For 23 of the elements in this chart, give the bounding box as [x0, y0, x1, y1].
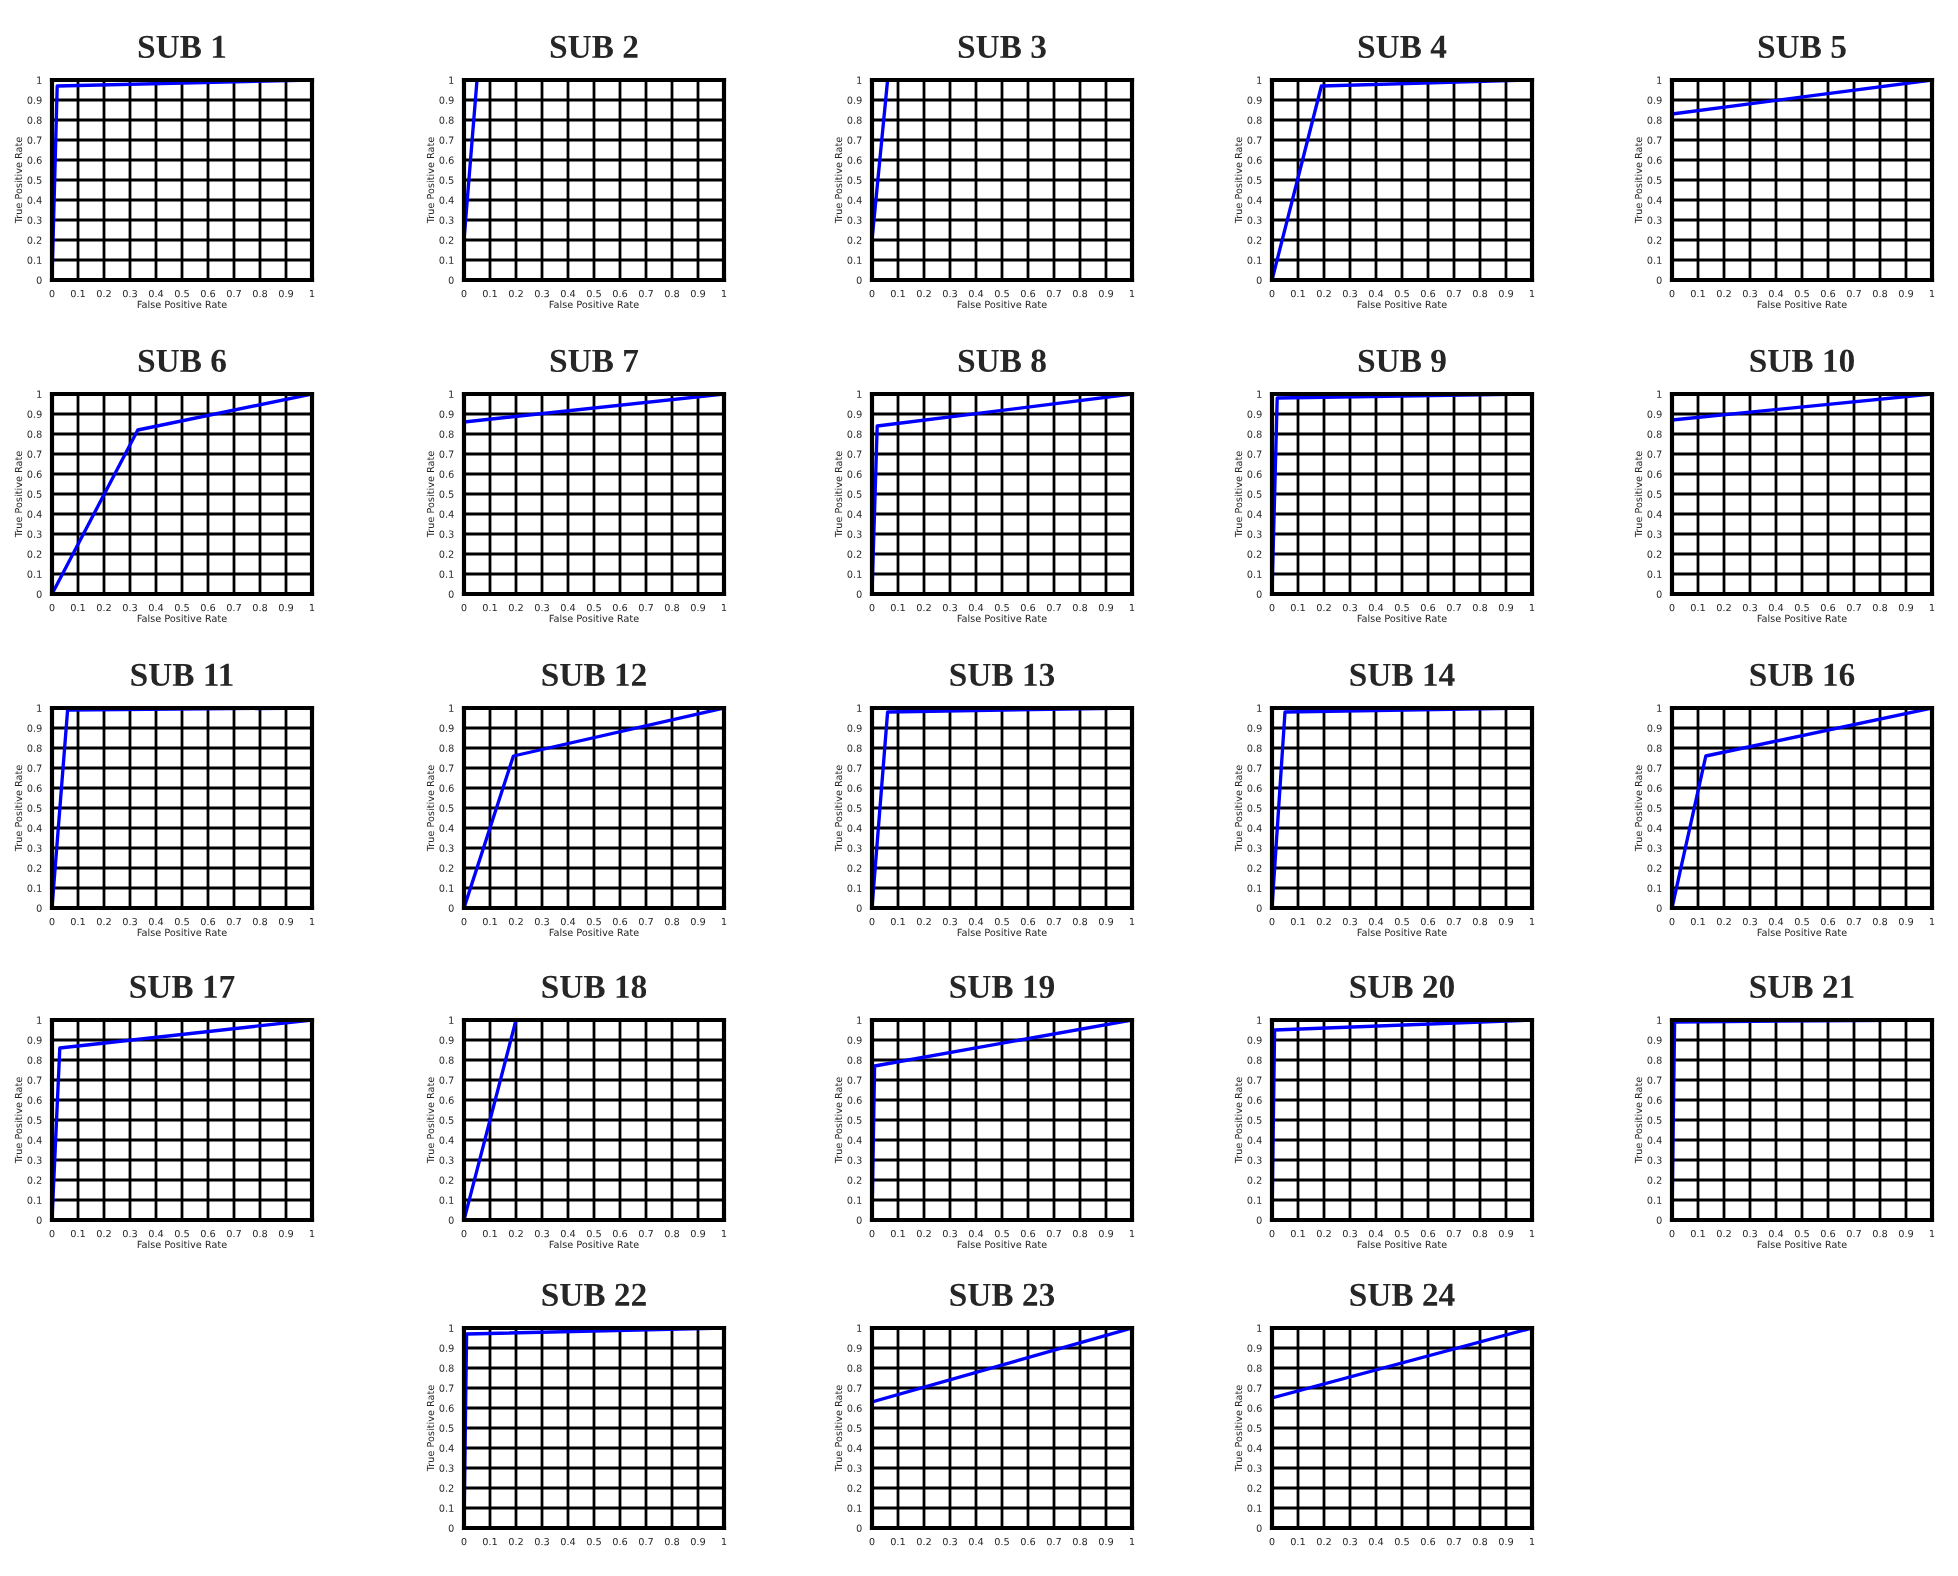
chart-title: SUB 14	[1350, 663, 1455, 687]
chart-title: SUB 23	[950, 1283, 1055, 1307]
chart-title: SUB 3	[958, 35, 1046, 59]
chart-title: SUB 11	[131, 663, 233, 687]
chart-title: SUB 17	[130, 975, 235, 999]
chart-title: SUB 12	[542, 663, 646, 687]
chart-title: SUB 6	[138, 349, 226, 373]
chart-title: SUB 2	[550, 35, 638, 59]
chart-title: SUB 22	[542, 1283, 646, 1307]
chart-title: SUB 7	[550, 349, 639, 373]
chart-title: SUB 10	[1750, 349, 1854, 373]
chart-title: SUB 1	[138, 35, 226, 59]
chart-title: SUB 9	[1358, 349, 1446, 373]
chart-title: SUB 18	[542, 975, 647, 999]
chart-title: SUB 24	[1350, 1283, 1455, 1307]
chart-title: SUB 21	[1750, 975, 1854, 999]
chart-title: SUB 8	[958, 349, 1046, 373]
chart-title: SUB 16	[1750, 663, 1855, 687]
chart-title: SUB 4	[1358, 35, 1447, 59]
chart-title: SUB 13	[950, 663, 1055, 687]
chart-title: SUB 20	[1350, 975, 1454, 999]
chart-title: SUB 19	[950, 975, 1055, 999]
chart-title: SUB 5	[1758, 35, 1846, 59]
